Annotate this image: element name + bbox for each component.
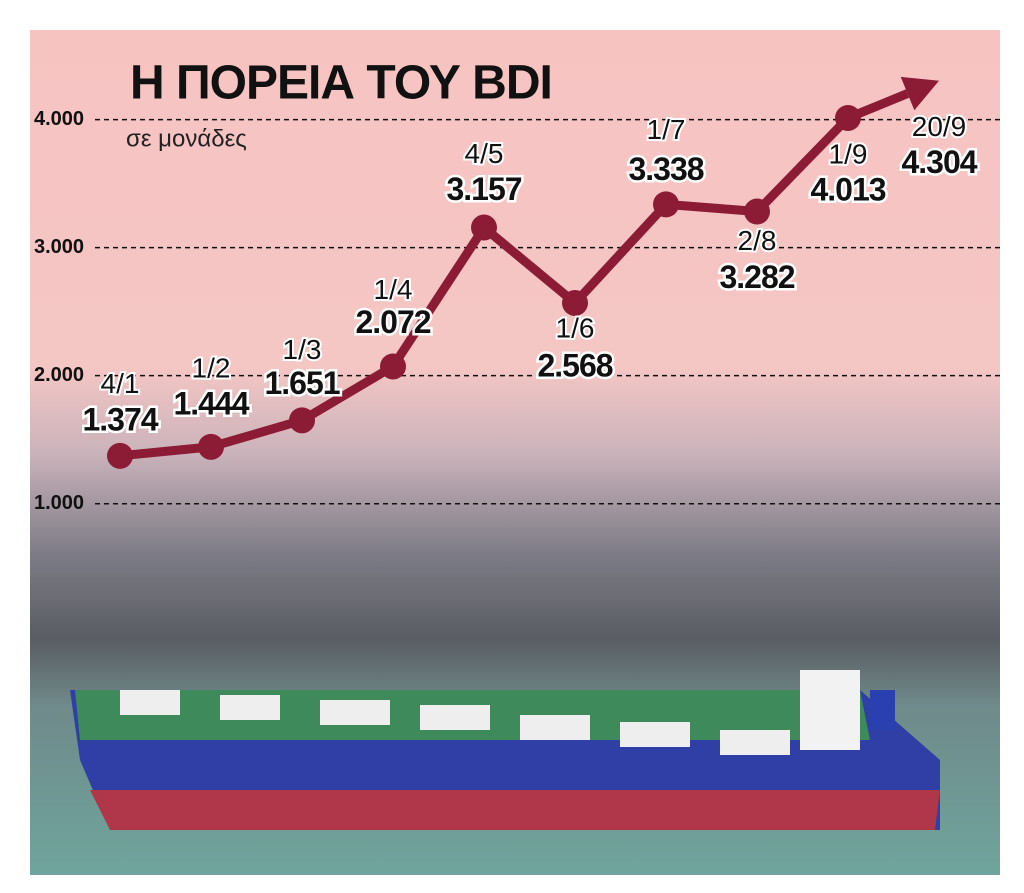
point [471,214,497,241]
point [289,407,315,434]
date-label: 1/2 [192,352,231,383]
point [107,442,133,469]
point [835,104,861,131]
point [380,353,406,380]
chart-title: Η ΠΟΡΕΙΑ ΤΟΥ BDI [130,57,552,110]
value-label: 2.072 [355,304,430,340]
date-label: 20/9 [912,111,967,142]
date-label: 1/4 [374,274,413,305]
point [198,433,224,460]
date-label: 1/6 [556,312,595,343]
value-label: 2.568 [537,347,612,383]
value-label: 4.013 [810,171,885,207]
value-label: 3.338 [628,151,703,187]
arrow-head [900,76,939,111]
date-label: 1/3 [283,334,322,365]
date-label: 1/7 [647,114,686,145]
date-label: 2/8 [738,225,777,256]
y-tick-label: 1.000 [34,492,84,514]
y-tick-label: 3.000 [34,236,84,258]
date-label: 4/1 [101,368,140,399]
y-tick-label: 2.000 [34,364,84,386]
value-label: 1.651 [264,365,339,401]
chart-subtitle: σε μονάδες [126,125,247,152]
point [562,289,588,316]
value-label: 4.304 [901,144,977,180]
y-tick-label: 4.000 [34,108,84,130]
value-label: 3.157 [446,171,521,207]
ship-illustration [70,670,940,830]
date-label: 1/9 [829,138,868,169]
point [653,191,679,218]
value-label: 3.282 [719,259,794,295]
value-label: 1.444 [173,385,249,421]
line [119,89,910,461]
date-label: 4/5 [465,138,504,169]
point [744,198,770,225]
value-label: 1.374 [82,401,158,437]
